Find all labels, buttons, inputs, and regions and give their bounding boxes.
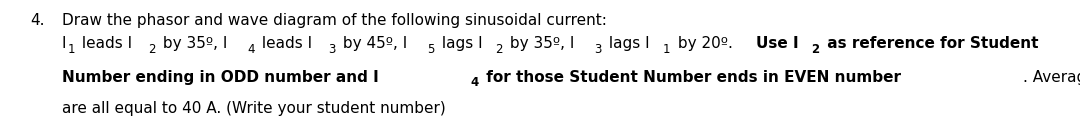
Text: Draw the phasor and wave diagram of the following sinusoidal current:: Draw the phasor and wave diagram of the …: [62, 13, 607, 28]
Text: leads I: leads I: [77, 36, 132, 51]
Text: are all equal to 40 A. (Write your student number): are all equal to 40 A. (Write your stude…: [62, 101, 445, 116]
Text: 2: 2: [496, 42, 503, 56]
Text: 4: 4: [247, 42, 255, 56]
Text: 1: 1: [663, 42, 671, 56]
Text: leads I: leads I: [257, 36, 312, 51]
Text: as reference for Student: as reference for Student: [822, 36, 1038, 51]
Text: by 35º, I: by 35º, I: [505, 36, 575, 51]
Text: 3: 3: [595, 42, 602, 56]
Text: . Average values of current: . Average values of current: [1023, 70, 1080, 85]
Text: Use I: Use I: [756, 36, 799, 51]
Text: Number ending in ODD number and I: Number ending in ODD number and I: [62, 70, 378, 85]
Text: 1: 1: [67, 42, 75, 56]
Text: 4: 4: [470, 76, 478, 89]
Text: 4.: 4.: [30, 13, 44, 28]
Text: I: I: [62, 36, 66, 51]
Text: lags I: lags I: [604, 36, 650, 51]
Text: lags I: lags I: [436, 36, 482, 51]
Text: by 20º.: by 20º.: [673, 36, 738, 51]
Text: 2: 2: [148, 42, 156, 56]
Text: 5: 5: [427, 42, 434, 56]
Text: 3: 3: [328, 42, 336, 56]
Text: by 35º, I: by 35º, I: [158, 36, 227, 51]
Text: 2: 2: [811, 42, 820, 56]
Text: by 45º, I: by 45º, I: [338, 36, 407, 51]
Text: for those Student Number ends in EVEN number: for those Student Number ends in EVEN nu…: [481, 70, 901, 85]
